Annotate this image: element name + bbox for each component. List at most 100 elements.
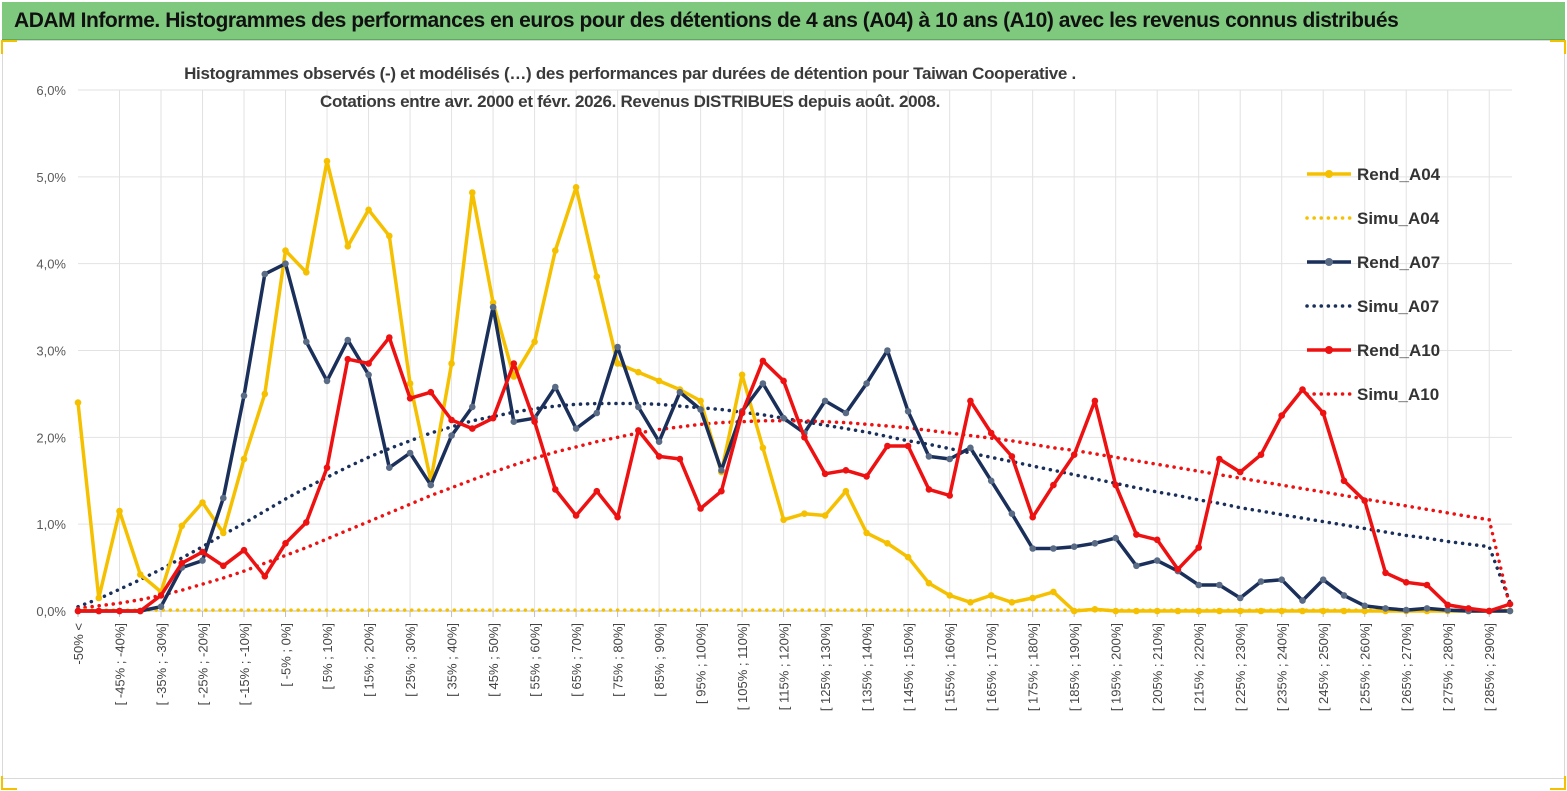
data-point-rend-a10 bbox=[1319, 409, 1327, 417]
data-point-rend-a07 bbox=[1008, 510, 1016, 517]
data-point-rend-a04 bbox=[1257, 607, 1265, 615]
data-point-rend-a04 bbox=[178, 522, 186, 530]
x-tick-label: [ 105% ; 110%] bbox=[735, 623, 750, 710]
series-line-simu-a07 bbox=[76, 401, 1512, 609]
data-point-rend-a04 bbox=[1008, 599, 1016, 606]
data-point-rend-a07 bbox=[884, 347, 891, 354]
data-point-rend-a04 bbox=[1029, 594, 1036, 602]
data-point-rend-a07 bbox=[1070, 543, 1078, 550]
corner-mark-bottom-right bbox=[1550, 776, 1566, 790]
legend-item-simu-a07[interactable]: Simu_A07 bbox=[1305, 294, 1505, 318]
data-point-rend-a10 bbox=[718, 487, 725, 495]
data-point-rend-a07 bbox=[469, 403, 476, 411]
data-point-rend-a10 bbox=[220, 562, 227, 570]
data-point-rend-a04 bbox=[1340, 607, 1348, 615]
legend-item-rend-a10[interactable]: Rend_A10 bbox=[1305, 338, 1505, 362]
chart-series-layer bbox=[74, 157, 1514, 615]
data-point-rend-a10 bbox=[1423, 581, 1431, 589]
data-point-rend-a07 bbox=[406, 449, 414, 457]
data-point-rend-a07 bbox=[593, 409, 601, 417]
data-point-rend-a10 bbox=[427, 388, 435, 396]
data-point-rend-a10 bbox=[95, 607, 103, 615]
data-point-rend-a07 bbox=[386, 464, 393, 472]
legend-item-rend-a07[interactable]: Rend_A07 bbox=[1305, 250, 1505, 274]
x-tick-label: [ 115% ; 120%] bbox=[777, 623, 792, 710]
legend-item-rend-a04[interactable]: Rend_A04 bbox=[1305, 162, 1505, 186]
legend-label: Rend_A04 bbox=[1357, 165, 1441, 184]
x-tick-label: [ 55% ; 60%] bbox=[528, 623, 543, 697]
x-tick-label: [ 95% ; 100%] bbox=[694, 623, 709, 704]
data-point-rend-a04 bbox=[1195, 607, 1202, 615]
x-tick-label: [ 35% ; 40%] bbox=[445, 623, 460, 697]
legend-label: Rend_A10 bbox=[1357, 341, 1441, 360]
data-point-rend-a10 bbox=[1091, 397, 1099, 405]
x-tick-label: [ 65% ; 70%] bbox=[569, 623, 584, 697]
data-point-rend-a10 bbox=[1299, 386, 1306, 393]
x-tick-label: [ 275% ; 280%] bbox=[1441, 623, 1456, 711]
data-point-rend-a07 bbox=[614, 343, 621, 351]
data-point-rend-a10 bbox=[863, 473, 870, 480]
x-tick-label: [ 195% ; 200%] bbox=[1109, 623, 1124, 711]
data-point-rend-a07 bbox=[821, 397, 829, 405]
data-point-rend-a07 bbox=[157, 603, 165, 610]
data-point-rend-a10 bbox=[1216, 455, 1223, 463]
data-point-rend-a10 bbox=[1070, 451, 1078, 459]
data-point-rend-a07 bbox=[1029, 545, 1036, 552]
data-point-rend-a10 bbox=[469, 425, 476, 432]
data-point-rend-a04 bbox=[1070, 607, 1078, 615]
data-point-rend-a07 bbox=[1091, 540, 1099, 547]
data-point-rend-a07 bbox=[510, 418, 518, 426]
legend-item-simu-a04[interactable]: Simu_A04 bbox=[1305, 206, 1505, 230]
data-point-rend-a07 bbox=[1340, 592, 1348, 599]
legend-item-simu-a10[interactable]: Simu_A10 bbox=[1305, 382, 1505, 406]
data-point-rend-a10 bbox=[282, 540, 289, 547]
data-point-rend-a10 bbox=[157, 592, 165, 599]
data-point-rend-a10 bbox=[406, 395, 414, 402]
data-point-rend-a04 bbox=[510, 373, 518, 380]
data-point-rend-a07 bbox=[199, 557, 206, 564]
chart-gridlines bbox=[78, 89, 1512, 612]
data-point-rend-a04 bbox=[759, 444, 767, 452]
data-point-rend-a04 bbox=[116, 507, 123, 515]
data-point-rend-a04 bbox=[1216, 607, 1223, 615]
data-point-rend-a07 bbox=[925, 453, 933, 460]
data-point-rend-a10 bbox=[1050, 481, 1057, 489]
x-tick-label: [ 285% ; 290%] bbox=[1482, 623, 1497, 711]
data-point-rend-a07 bbox=[1402, 606, 1410, 614]
data-point-rend-a10 bbox=[676, 455, 684, 463]
data-point-rend-a10 bbox=[74, 607, 82, 615]
x-tick-label: [ 85% ; 90%] bbox=[652, 623, 667, 697]
x-tick-label: [ 235% ; 240%] bbox=[1275, 623, 1290, 711]
data-point-rend-a04 bbox=[406, 380, 414, 387]
data-point-rend-a10 bbox=[303, 519, 310, 526]
x-tick-label: [ 215% ; 220%] bbox=[1192, 623, 1207, 711]
y-tick-label: 5,0% bbox=[36, 170, 66, 185]
data-point-rend-a10 bbox=[1195, 544, 1202, 551]
data-point-rend-a04 bbox=[282, 247, 289, 254]
data-point-rend-a07 bbox=[572, 425, 580, 432]
data-point-rend-a07 bbox=[842, 409, 850, 417]
report-banner-title: ADAM Informe. Histogrammes des performan… bbox=[2, 2, 1565, 40]
data-point-rend-a07 bbox=[1153, 557, 1161, 564]
data-point-rend-a04 bbox=[967, 599, 974, 606]
data-point-rend-a04 bbox=[1133, 607, 1140, 615]
data-point-rend-a10 bbox=[946, 492, 953, 499]
x-tick-label: [ 5% ; 10%] bbox=[320, 623, 335, 689]
data-point-rend-a10 bbox=[738, 409, 746, 417]
data-point-rend-a10 bbox=[116, 607, 123, 615]
data-point-rend-a10 bbox=[904, 442, 912, 450]
data-point-rend-a10 bbox=[1506, 600, 1514, 608]
legend-label: Simu_A07 bbox=[1357, 297, 1440, 316]
data-point-rend-a10 bbox=[386, 334, 393, 341]
data-point-rend-a04 bbox=[614, 360, 621, 367]
data-point-rend-a10 bbox=[821, 470, 829, 478]
series-line-simu-a10 bbox=[76, 419, 1512, 611]
data-point-rend-a10 bbox=[572, 512, 580, 519]
data-point-rend-a07 bbox=[1382, 605, 1389, 612]
data-point-rend-a10 bbox=[1008, 453, 1016, 460]
data-point-rend-a07 bbox=[1257, 578, 1265, 585]
data-point-rend-a07 bbox=[1506, 607, 1514, 615]
corner-mark-bottom-left bbox=[1, 776, 17, 790]
data-point-rend-a10 bbox=[552, 486, 559, 493]
